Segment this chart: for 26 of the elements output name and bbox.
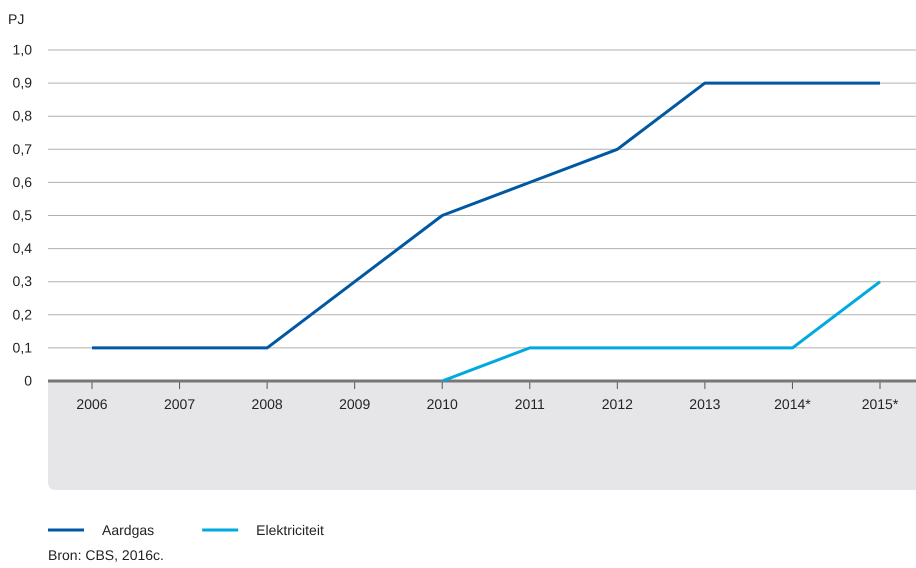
y-tick-label: 0,5 bbox=[12, 206, 32, 223]
x-tick-label: 2010 bbox=[426, 396, 458, 412]
y-tick-label: 0,6 bbox=[12, 174, 32, 190]
y-tick-label: 0,9 bbox=[12, 74, 32, 91]
legend-label: Elektriciteit bbox=[256, 522, 324, 538]
y-tick-label: 0,8 bbox=[12, 108, 32, 124]
x-tick-label: 2009 bbox=[339, 396, 370, 412]
x-tick-label: 2015* bbox=[862, 396, 899, 412]
legend-label: Aardgas bbox=[102, 522, 154, 538]
y-axis-title: PJ bbox=[8, 11, 24, 27]
y-tick-label: 1,0 bbox=[12, 41, 32, 58]
x-tick-label: 2012 bbox=[602, 396, 634, 412]
x-tick-label: 2008 bbox=[252, 396, 283, 412]
y-tick-label: 0,1 bbox=[12, 339, 32, 356]
x-tick-label: 2007 bbox=[164, 396, 196, 412]
text: Bron: CBS, 2016c. bbox=[48, 547, 164, 563]
y-tick-label: 0,2 bbox=[12, 306, 32, 322]
x-tick-label: 2006 bbox=[76, 396, 108, 412]
y-tick-label: 0,7 bbox=[12, 140, 32, 157]
y-tick-label: 0 bbox=[24, 372, 32, 388]
x-tick-label: 2013 bbox=[689, 396, 721, 412]
y-tick-label: 0,3 bbox=[12, 273, 32, 290]
y-tick-label: 0,4 bbox=[12, 240, 32, 256]
line-series bbox=[90, 82, 882, 350]
x-tick-label: 2014* bbox=[774, 396, 812, 412]
x-tick-label: 2011 bbox=[514, 396, 546, 412]
